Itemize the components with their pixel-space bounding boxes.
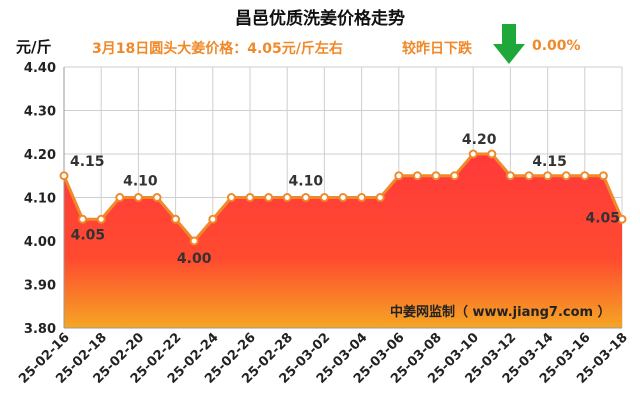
data-label: 4.00 bbox=[177, 251, 212, 267]
data-point bbox=[487, 149, 497, 159]
y-tick-label: 4.20 bbox=[24, 148, 56, 163]
data-point bbox=[598, 171, 608, 181]
data-point bbox=[133, 193, 143, 202]
source-credit: 中姜网监制（ www.jiang7.com ） bbox=[390, 304, 611, 320]
data-point bbox=[96, 214, 106, 224]
data-point bbox=[450, 171, 460, 181]
y-tick-label: 3.80 bbox=[24, 322, 56, 337]
y-axis-unit: 元/斤 bbox=[16, 38, 52, 56]
data-point bbox=[431, 171, 441, 181]
data-label: 4.05 bbox=[71, 227, 106, 243]
data-point bbox=[394, 171, 404, 181]
data-label: 4.15 bbox=[532, 154, 567, 170]
data-point bbox=[505, 171, 515, 181]
data-point bbox=[319, 193, 329, 202]
change-value: 0.00% bbox=[532, 38, 581, 54]
data-point bbox=[264, 193, 274, 202]
data-point bbox=[543, 171, 553, 181]
data-point bbox=[152, 193, 162, 202]
data-point bbox=[617, 214, 627, 224]
chart-title: 昌邑优质洗姜价格走势 bbox=[235, 9, 405, 29]
data-point bbox=[357, 193, 367, 202]
data-point bbox=[78, 214, 88, 224]
y-tick-label: 4.10 bbox=[24, 192, 56, 207]
data-point bbox=[561, 171, 571, 181]
data-point bbox=[245, 193, 255, 202]
data-point bbox=[412, 171, 422, 181]
data-label: 4.20 bbox=[462, 132, 497, 148]
data-point bbox=[282, 193, 292, 202]
down-arrow-icon bbox=[493, 24, 525, 64]
data-label: 4.15 bbox=[70, 154, 105, 170]
y-tick-label: 4.40 bbox=[24, 61, 56, 76]
data-point bbox=[375, 193, 385, 202]
data-point bbox=[468, 149, 478, 159]
data-point bbox=[208, 214, 218, 224]
change-label: 较昨日下跌 bbox=[402, 41, 472, 57]
data-point bbox=[524, 171, 534, 181]
y-tick-label: 4.30 bbox=[24, 105, 56, 120]
y-tick-label: 3.90 bbox=[24, 279, 56, 294]
price-note: 3月18日圆头大姜价格：4.05元/斤左右 bbox=[92, 41, 343, 57]
data-point bbox=[580, 171, 590, 181]
data-point bbox=[226, 193, 236, 202]
data-point bbox=[189, 236, 199, 246]
y-tick-label: 4.00 bbox=[24, 235, 56, 250]
data-point bbox=[171, 214, 181, 224]
data-point bbox=[301, 193, 311, 202]
data-point bbox=[115, 193, 125, 202]
data-point bbox=[59, 171, 69, 181]
data-label: 4.10 bbox=[289, 174, 324, 190]
data-label: 4.05 bbox=[585, 210, 620, 226]
data-label: 4.10 bbox=[123, 174, 158, 190]
data-point bbox=[338, 193, 348, 202]
price-area-fill bbox=[64, 154, 622, 328]
